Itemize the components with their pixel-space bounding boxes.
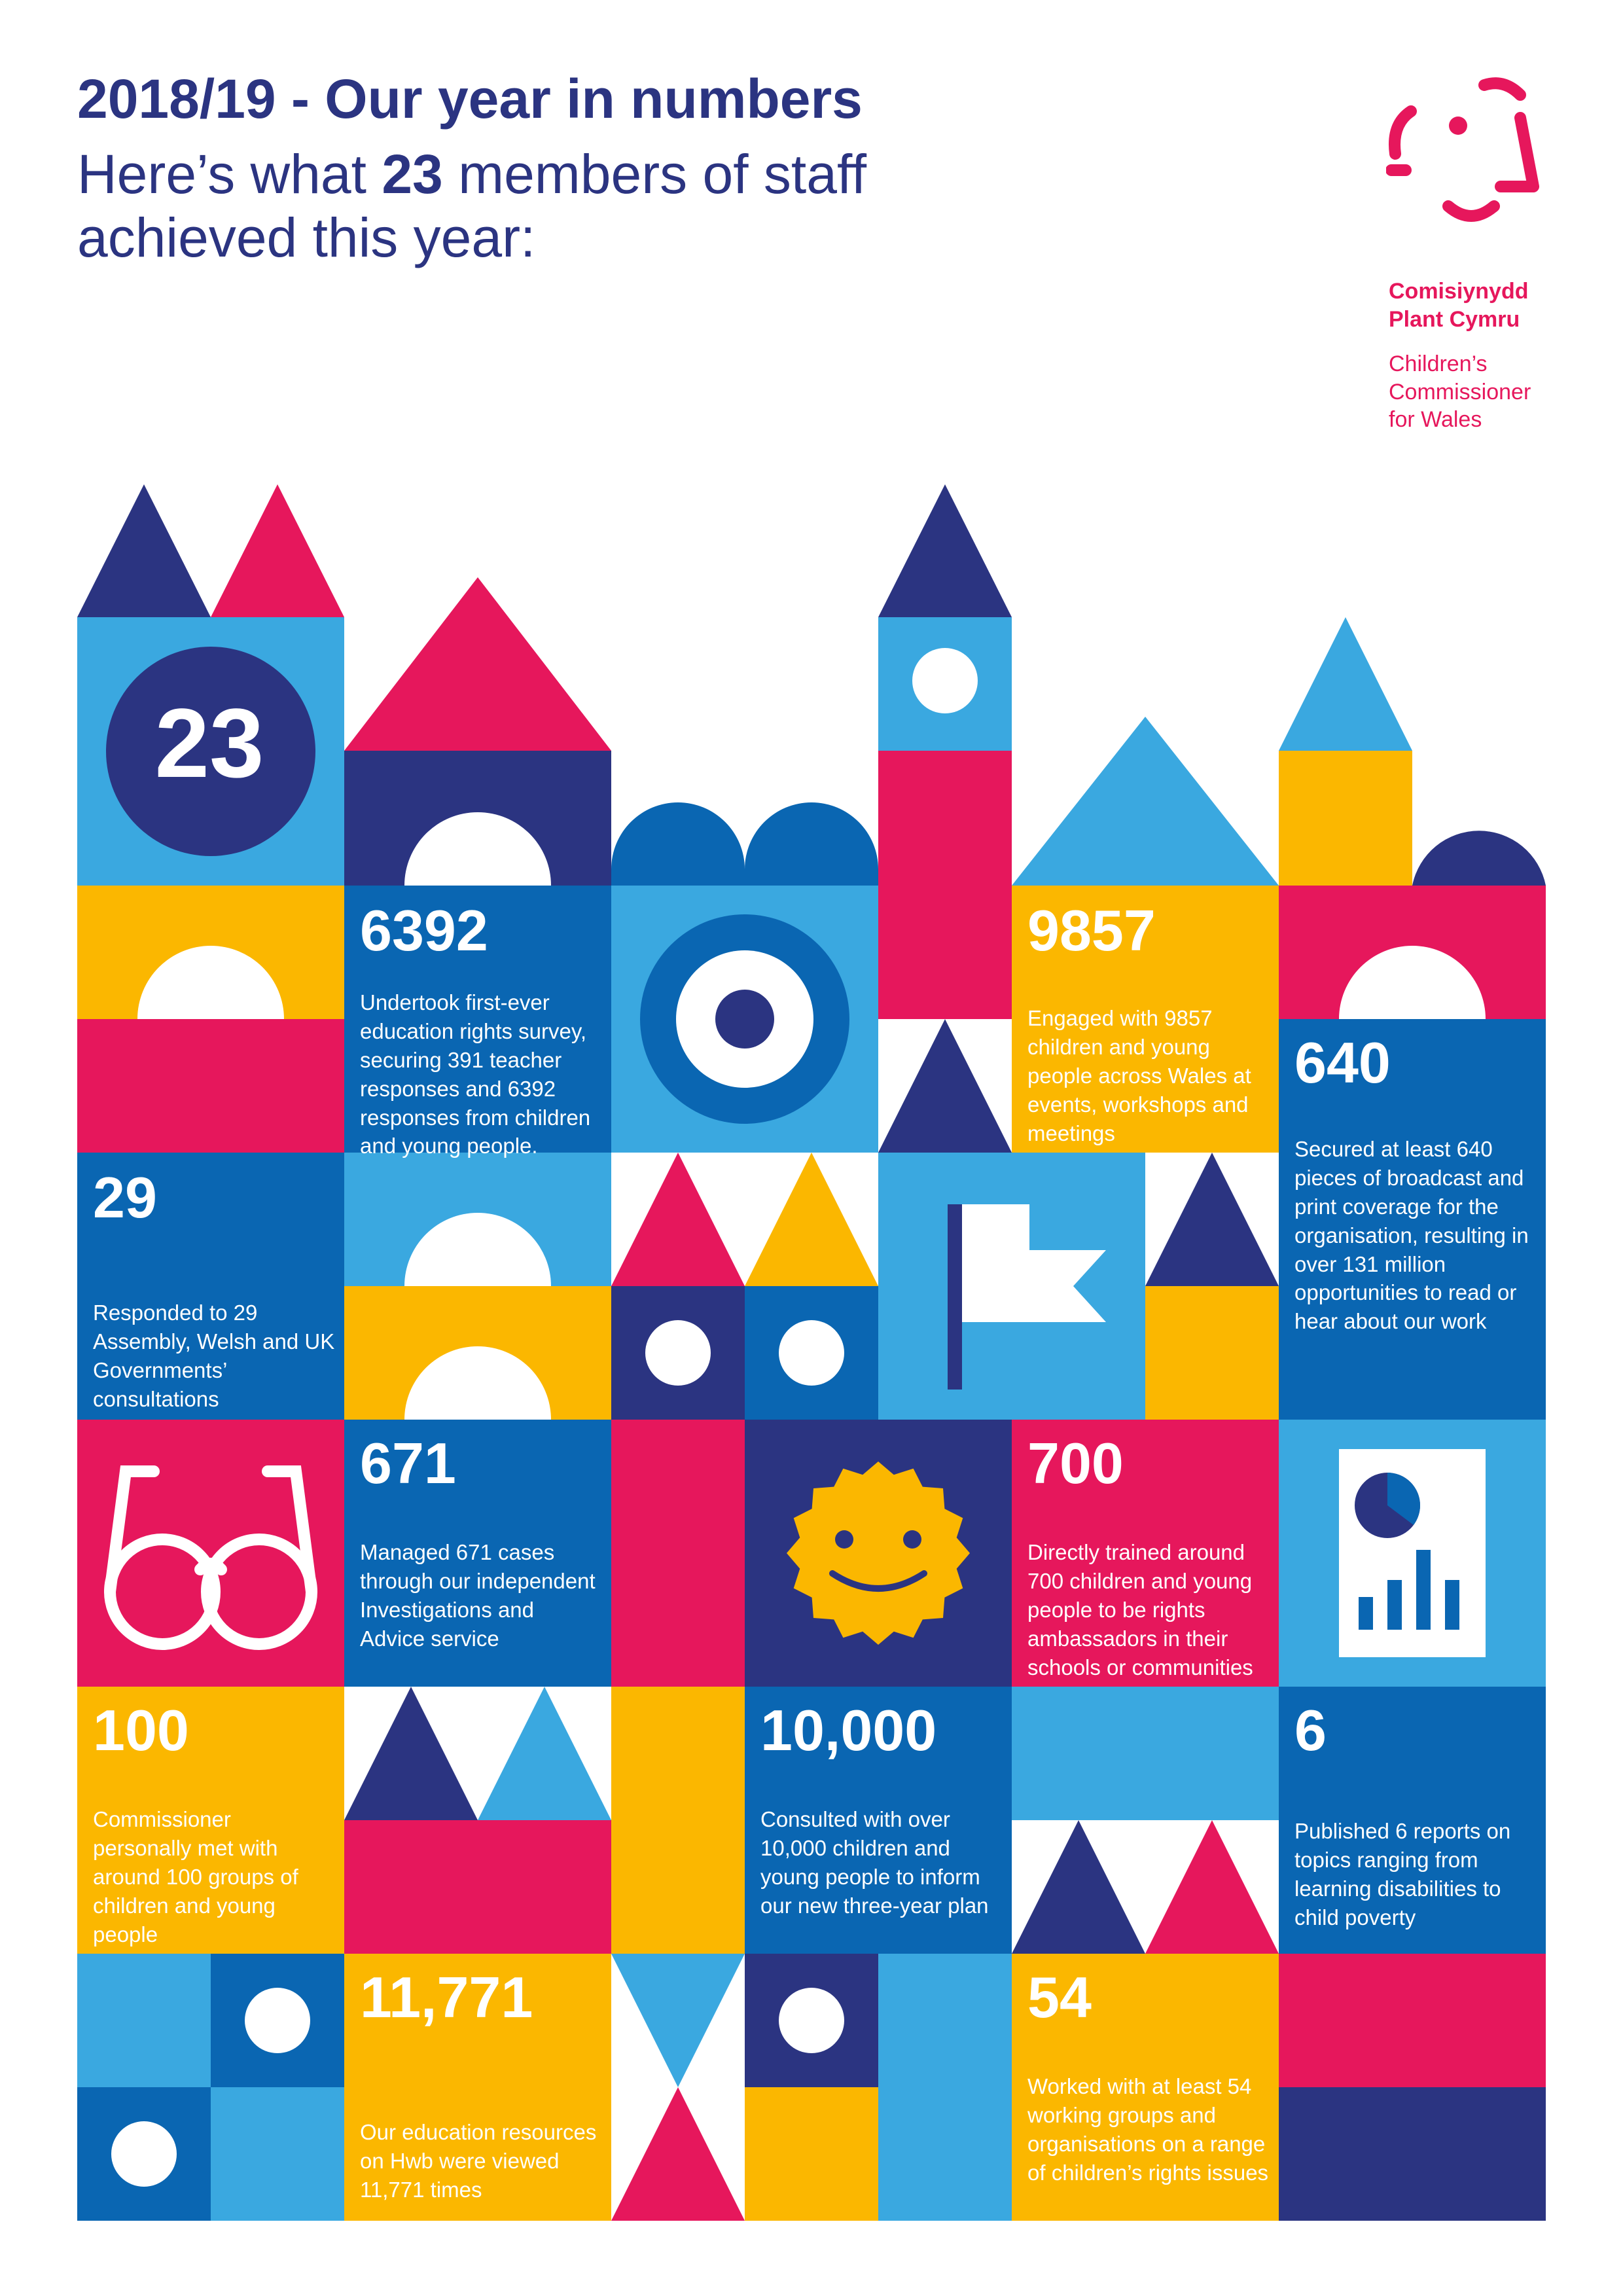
stat-description: Worked with at least 54 working groups a… [1027,2074,1269,2185]
tile-6392 [344,886,611,1153]
stat-100: 100 Commissioner personally met with aro… [93,1702,335,1948]
logo-line-5: for Wales [1389,407,1482,432]
subtitle-post: members of staff achieved this year: [77,143,867,268]
stat-description: Commissioner personally met with around … [93,1807,298,1946]
stat-description: Consulted with over 10,000 children and … [760,1807,989,1918]
tile-10000 [745,1687,1012,1954]
stat-number: 100 [93,1698,189,1763]
stat-number: 671 [360,1431,456,1496]
stat-description: Undertook first-ever education rights su… [360,990,591,1158]
stat-description: Engaged with 9857 children and young peo… [1027,1006,1251,1145]
tower-roof-right [1279,617,1412,751]
arch-white [404,1346,551,1420]
stat-6: 6 Published 6 reports on topics ranging … [1294,1702,1543,1932]
page-subtitle: Here’s what 23 members of staff achieved… [77,143,993,269]
stat-number: 6 [1294,1698,1327,1763]
clock-tower-body [878,751,1012,1019]
page-title: 2018/19 - Our year in numbers [77,68,863,130]
clock-window [912,648,978,713]
tile-640 [1279,1019,1546,1420]
stat-description: Secured at least 640 pieces of broadcast… [1294,1137,1529,1334]
logo-line-4: Commissioner [1389,379,1531,404]
arch-white [137,946,284,1019]
stat-11771: 11,771 Our education resources on Hwb we… [360,1969,602,2204]
stat-description: Published 6 reports on topics ranging fr… [1294,1819,1511,1929]
tower-roof-navy-left [77,484,211,617]
staff-count-text: 23 [382,143,443,205]
stat-number: 54 [1027,1965,1092,2030]
report-chart-icon [1339,1449,1486,1657]
double-dome [611,802,878,886]
stat-700: 700 Directly trained around 700 children… [1027,1435,1276,1681]
tower-roof-pink-left [211,484,344,617]
stat-54: 54 Worked with at least 54 working group… [1027,1969,1273,2187]
staff-count-circle [106,647,315,856]
stat-description: Managed 671 cases through our independen… [360,1540,596,1651]
clock-tower-roof [878,484,1012,617]
stat-640: 640 Secured at least 640 pieces of broad… [1294,1034,1543,1336]
stat-9857: 9857 Engaged with 9857 children and youn… [1027,902,1270,1147]
subtitle-pre: Here’s what [77,143,382,205]
stat-number: 11,771 [360,1965,533,2030]
roof-lightblue [1012,717,1279,886]
stat-number: 700 [1027,1431,1124,1496]
stat-number: 6392 [360,898,488,963]
stat-29: 29 Responded to 29 Assembly, Welsh and U… [93,1169,335,1414]
stat-10000: 10,000 Consulted with over 10,000 childr… [760,1702,1006,1920]
dome-right [1412,831,1546,886]
stat-number: 640 [1294,1030,1391,1095]
tile-9857 [1012,886,1279,1153]
arch-white [1339,946,1486,1019]
roof-pink-center [344,577,611,751]
stat-description: Responded to 29 Assembly, Welsh and UK G… [93,1300,335,1411]
stat-number: 9857 [1027,898,1156,963]
stat-6392: 6392 Undertook first-ever education righ… [360,902,602,1160]
smiley-sun-icon [787,1462,970,1645]
tile-700 [1012,1420,1279,1687]
tile-671 [344,1420,611,1687]
stat-number: 10,000 [760,1698,937,1763]
tile-100 [77,1687,344,1954]
tile-54 [1012,1954,1279,2221]
face-logo-icon [1386,77,1539,222]
logo-line-2: Plant Cymru [1389,306,1520,332]
logo-text: Comisiynydd Plant Cymru Children’s Commi… [1389,278,1531,434]
logo-line-1: Comisiynydd [1389,279,1529,304]
arch-white [404,812,551,886]
staff-count-number: 23 [154,688,264,798]
arch-white [404,1213,551,1286]
stat-description: Directly trained around 700 children and… [1027,1540,1253,1679]
flag-icon [948,1204,1106,1390]
stat-description: Our education resources on Hwb were view… [360,2120,597,2202]
logo-line-3: Children’s [1389,351,1488,376]
glasses-icon [104,1465,317,1650]
tower-right-yellow [1279,751,1412,886]
tile-6 [1279,1687,1546,1954]
tile-29 [77,1153,344,1420]
tile-11771 [344,1954,611,2221]
stat-671: 671 Managed 671 cases through our indepe… [360,1435,602,1653]
stat-number: 29 [93,1165,157,1230]
